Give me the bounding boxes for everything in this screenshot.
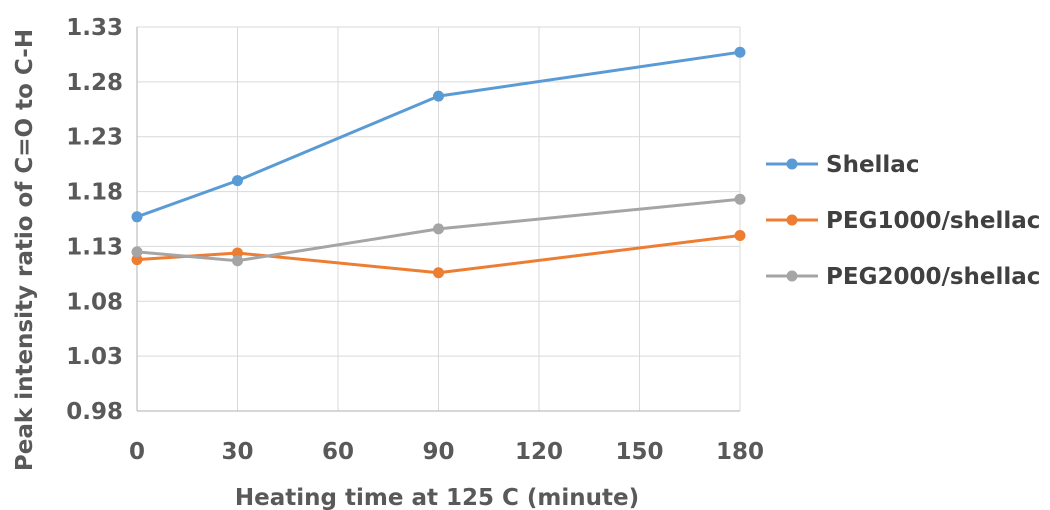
x-tick-label: 120	[515, 439, 563, 465]
data-point-peg2000-shellac	[232, 255, 243, 267]
y-tick-label: 1.23	[66, 125, 123, 151]
x-tick-label: 180	[716, 439, 764, 465]
grid	[137, 26, 741, 411]
x-tick-label: 0	[129, 439, 145, 465]
y-tick-label: 1.18	[66, 180, 123, 206]
data-point-peg1000-shellac	[232, 247, 243, 259]
x-axis-title: Heating time at 125 C (minute)	[235, 485, 639, 510]
plot-series	[131, 46, 746, 279]
data-point-peg1000-shellac	[734, 229, 746, 241]
data-point-peg1000-shellac	[433, 267, 444, 279]
legend-label: PEG1000/shellac	[826, 208, 1040, 234]
series-line-peg2000-shellac	[136, 197, 741, 263]
legend: Shellac PEG1000/shellac PEG2000/shellac	[766, 152, 1040, 290]
x-tick-label: 150	[615, 439, 663, 465]
data-point-shellac	[734, 46, 746, 58]
y-tick-label: 1.03	[66, 344, 123, 370]
legend-label: Shellac	[826, 152, 919, 178]
data-point-shellac	[131, 211, 143, 223]
y-tick-label: 1.08	[66, 289, 123, 315]
y-tick-label: 1.28	[66, 70, 123, 96]
legend-label: PEG2000/shellac	[826, 264, 1040, 290]
data-point-peg2000-shellac	[131, 246, 143, 258]
y-tick-label: 1.33	[66, 15, 123, 41]
legend-swatch-marker	[786, 214, 798, 226]
tick-labels: 0.98 1.03 1.08 1.13 1.18 1.23 1.28 1.33 0 30 60 90 1…	[66, 15, 764, 465]
legend-swatch-marker	[786, 158, 798, 170]
legend-swatch-marker	[786, 270, 798, 282]
y-axis-title: Peak intensity ratio of C=O to C-H	[12, 29, 38, 471]
x-tick-label: 90	[422, 439, 454, 465]
series-line-shellac	[136, 50, 741, 219]
data-point-peg1000-shellac	[131, 254, 143, 266]
y-tick-label: 0.98	[66, 399, 123, 425]
data-point-peg2000-shellac	[734, 193, 746, 205]
x-tick-label: 30	[221, 439, 253, 465]
x-tick-label: 60	[322, 439, 354, 465]
data-point-shellac	[232, 175, 243, 187]
data-point-peg2000-shellac	[433, 223, 444, 235]
data-point-shellac	[433, 90, 444, 102]
y-tick-label: 1.13	[66, 234, 123, 260]
